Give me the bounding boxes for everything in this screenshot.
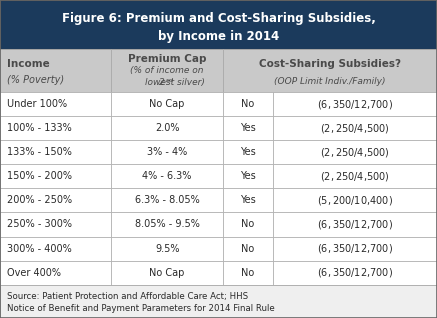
Text: 8.05% - 9.5%: 8.05% - 9.5% bbox=[135, 219, 200, 230]
Text: Yes: Yes bbox=[240, 123, 256, 133]
Text: Yes: Yes bbox=[240, 196, 256, 205]
Bar bbox=[273, 188, 437, 212]
Text: lowest silver): lowest silver) bbox=[145, 78, 205, 87]
Bar bbox=[273, 212, 437, 237]
Text: ($6,350 / $12,700): ($6,350 / $12,700) bbox=[317, 98, 393, 111]
Text: Notice of Benefit and Payment Parameters for 2014 Final Rule: Notice of Benefit and Payment Parameters… bbox=[7, 304, 274, 313]
Bar bbox=[223, 164, 273, 188]
Text: 133% - 150%: 133% - 150% bbox=[7, 147, 71, 157]
Text: 4% - 6.3%: 4% - 6.3% bbox=[142, 171, 192, 181]
Bar bbox=[223, 212, 273, 237]
Bar bbox=[223, 116, 273, 140]
Bar bbox=[0, 116, 111, 140]
Bar bbox=[111, 212, 223, 237]
Text: ($6,350 / $12,700): ($6,350 / $12,700) bbox=[317, 266, 393, 279]
Text: ($6,350 / $12,700): ($6,350 / $12,700) bbox=[317, 218, 393, 231]
Bar bbox=[273, 260, 437, 285]
Text: No: No bbox=[241, 267, 255, 278]
Text: Yes: Yes bbox=[240, 147, 256, 157]
Text: Under 100%: Under 100% bbox=[7, 99, 67, 109]
Bar bbox=[111, 164, 223, 188]
Text: Source: Patient Protection and Affordable Care Act; HHS: Source: Patient Protection and Affordabl… bbox=[7, 292, 248, 301]
Bar bbox=[0, 140, 111, 164]
Bar bbox=[0, 237, 111, 260]
Text: 150% - 200%: 150% - 200% bbox=[7, 171, 72, 181]
Bar bbox=[0, 0, 437, 49]
Text: Yes: Yes bbox=[240, 171, 256, 181]
Bar bbox=[111, 49, 223, 92]
Bar bbox=[223, 140, 273, 164]
Bar bbox=[0, 164, 111, 188]
Text: ($2,250 / $4,500): ($2,250 / $4,500) bbox=[320, 170, 390, 183]
Text: by Income in 2014: by Income in 2014 bbox=[158, 31, 279, 44]
Bar bbox=[0, 188, 111, 212]
Bar bbox=[0, 92, 111, 116]
Text: ($2,250 / $4,500): ($2,250 / $4,500) bbox=[320, 122, 390, 135]
Bar bbox=[223, 188, 273, 212]
Text: No Cap: No Cap bbox=[149, 99, 185, 109]
Text: ($6,350 / $12,700): ($6,350 / $12,700) bbox=[317, 242, 393, 255]
Text: 2: 2 bbox=[159, 78, 165, 87]
Text: Income: Income bbox=[7, 59, 49, 69]
Text: ($2,250 / $4,500): ($2,250 / $4,500) bbox=[320, 146, 390, 159]
Text: Figure 6: Premium and Cost-Sharing Subsidies,: Figure 6: Premium and Cost-Sharing Subsi… bbox=[62, 12, 375, 25]
Text: 9.5%: 9.5% bbox=[155, 244, 180, 253]
Text: No: No bbox=[241, 219, 255, 230]
Text: Premium Cap: Premium Cap bbox=[128, 54, 206, 64]
Bar bbox=[273, 116, 437, 140]
Text: Over 400%: Over 400% bbox=[7, 267, 61, 278]
Bar bbox=[111, 237, 223, 260]
Text: 3% - 4%: 3% - 4% bbox=[147, 147, 187, 157]
Bar bbox=[0, 260, 111, 285]
Bar bbox=[273, 140, 437, 164]
Text: (% Poverty): (% Poverty) bbox=[7, 75, 64, 85]
Bar bbox=[273, 92, 437, 116]
Bar bbox=[273, 164, 437, 188]
Bar bbox=[111, 140, 223, 164]
Bar bbox=[111, 188, 223, 212]
Bar bbox=[273, 237, 437, 260]
Bar bbox=[111, 116, 223, 140]
Text: 200% - 250%: 200% - 250% bbox=[7, 196, 72, 205]
Bar bbox=[223, 49, 437, 92]
Text: 100% - 133%: 100% - 133% bbox=[7, 123, 71, 133]
Bar bbox=[111, 92, 223, 116]
Text: 300% - 400%: 300% - 400% bbox=[7, 244, 71, 253]
Text: No Cap: No Cap bbox=[149, 267, 185, 278]
Text: (OOP Limit Indiv./Family): (OOP Limit Indiv./Family) bbox=[274, 77, 386, 86]
Text: (% of income on: (% of income on bbox=[130, 66, 204, 75]
Text: nd: nd bbox=[166, 78, 174, 83]
Text: ($5,200 / $10,400): ($5,200 / $10,400) bbox=[317, 194, 393, 207]
Bar bbox=[223, 260, 273, 285]
Text: 2.0%: 2.0% bbox=[155, 123, 180, 133]
Bar bbox=[111, 260, 223, 285]
Bar bbox=[223, 237, 273, 260]
Text: No: No bbox=[241, 244, 255, 253]
Bar bbox=[0, 49, 111, 92]
Text: 6.3% - 8.05%: 6.3% - 8.05% bbox=[135, 196, 200, 205]
Bar bbox=[0, 212, 111, 237]
Bar bbox=[223, 92, 273, 116]
Text: Cost-Sharing Subsidies?: Cost-Sharing Subsidies? bbox=[259, 59, 401, 69]
Bar bbox=[0, 285, 437, 318]
Text: 250% - 300%: 250% - 300% bbox=[7, 219, 72, 230]
Text: No: No bbox=[241, 99, 255, 109]
